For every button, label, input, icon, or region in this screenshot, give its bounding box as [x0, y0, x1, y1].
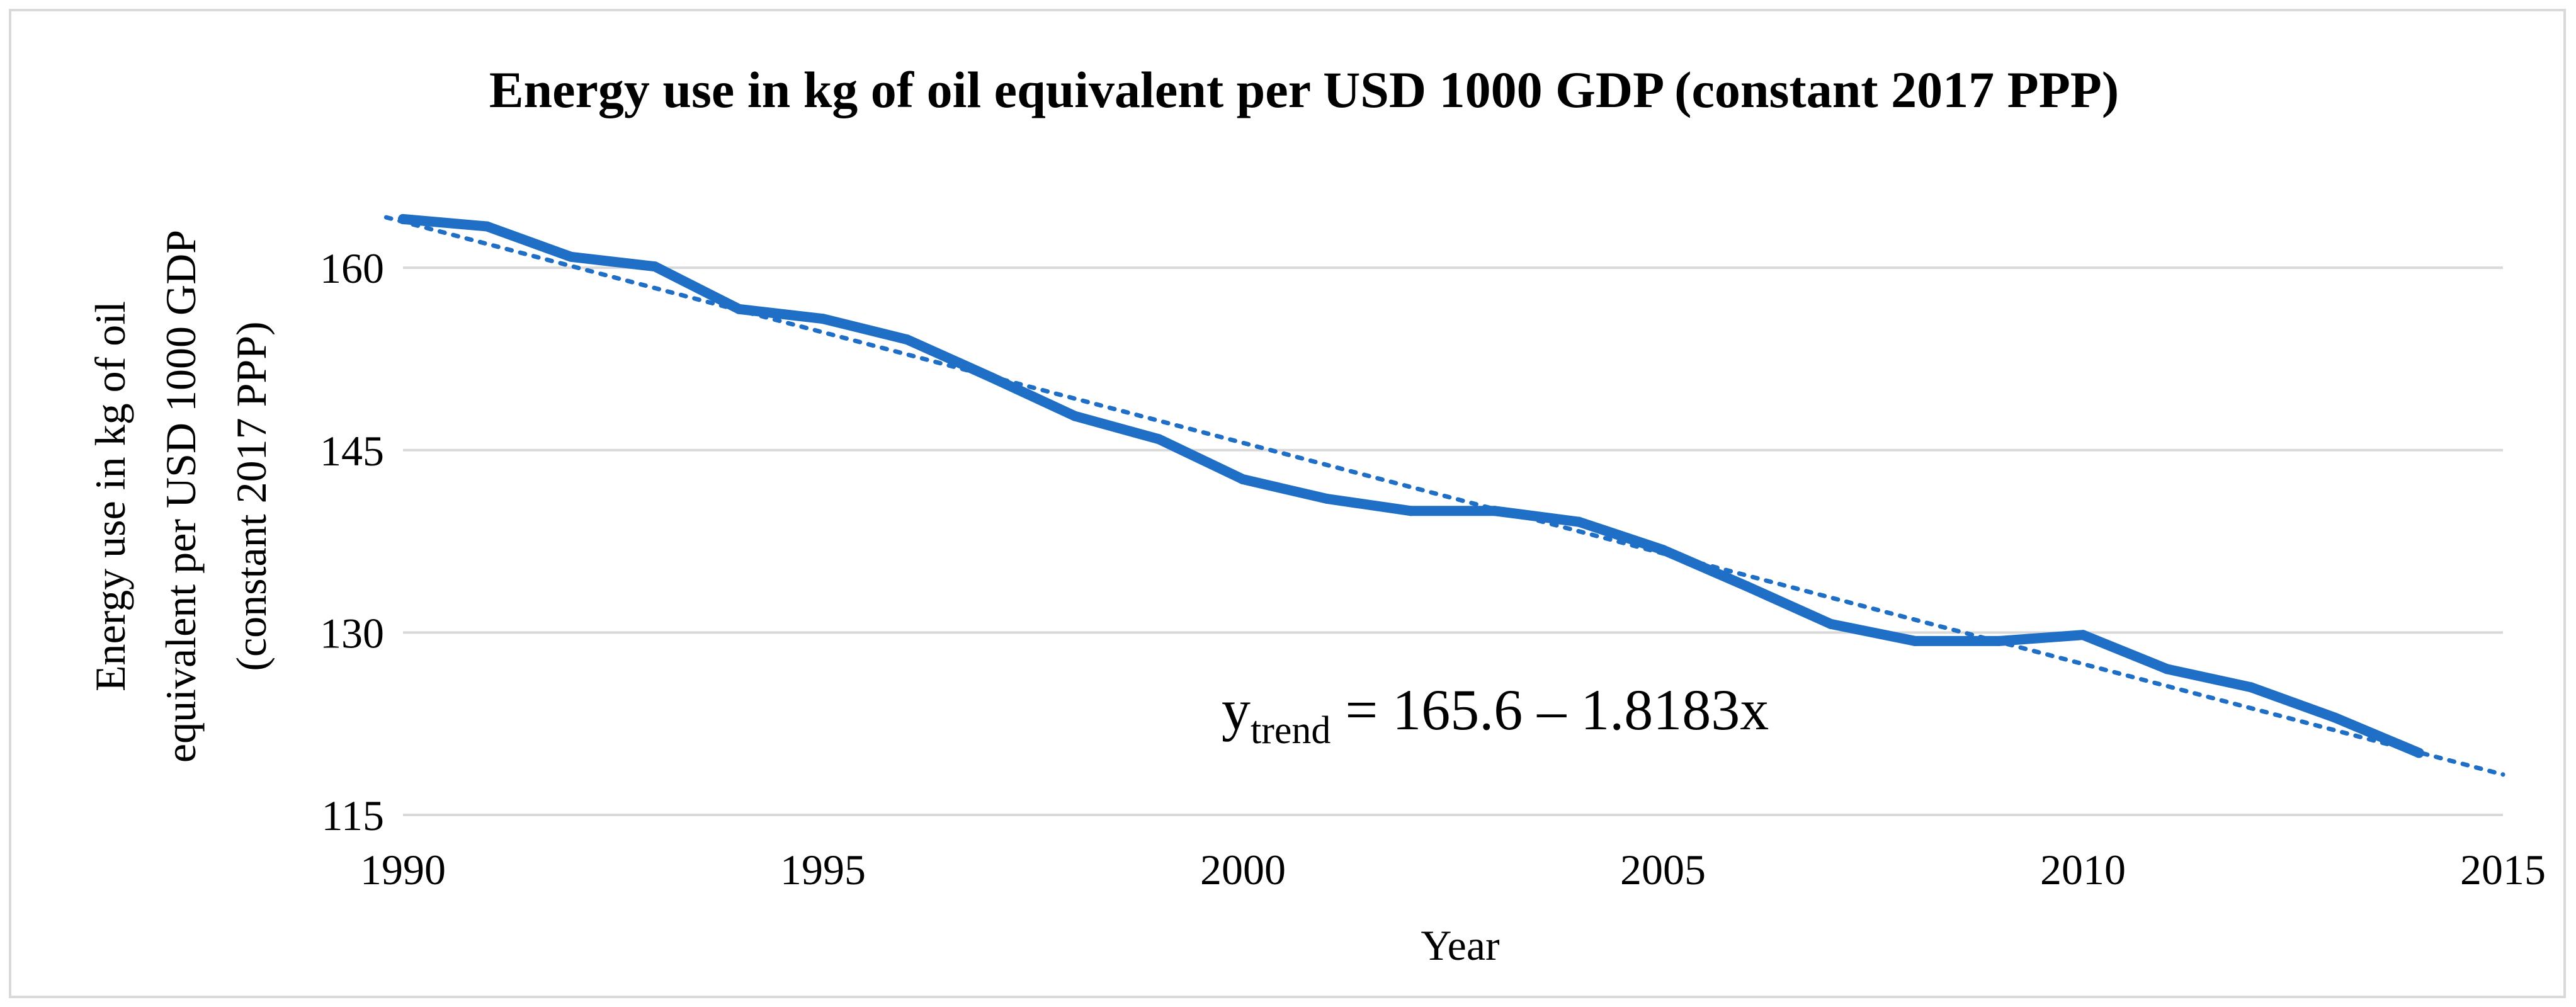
data-point: [734, 304, 744, 314]
x-tick-label: 1990: [360, 846, 446, 894]
data-point: [1742, 581, 1752, 592]
trend-equation-subscript: trend: [1251, 709, 1331, 752]
y-tick-label: 130: [320, 609, 384, 657]
data-point: [1910, 635, 1921, 646]
chart-frame: Energy use in kg of oil equivalent per U…: [9, 9, 2566, 998]
data-point: [2078, 630, 2088, 640]
data-point: [902, 334, 912, 345]
data-point: [1658, 545, 1668, 555]
data-point: [2245, 682, 2256, 693]
y-tick-labels: 115 130 145 160: [320, 244, 384, 839]
chart-title: Energy use in kg of oil equivalent per U…: [489, 61, 2119, 118]
y-tick-label: 160: [320, 244, 384, 292]
data-point: [1994, 635, 2004, 646]
data-point: [2414, 748, 2424, 758]
data-point: [1154, 434, 1164, 445]
x-tick-label: 1995: [780, 846, 866, 894]
y-tick-label: 115: [322, 792, 384, 839]
data-points: [398, 213, 2424, 758]
chart: Energy use in kg of oil equivalent per U…: [86, 61, 2546, 969]
y-axis-label-line-3: (constant 2017 PPP): [227, 321, 275, 671]
x-tick-label: 2010: [2040, 846, 2126, 894]
data-point: [398, 213, 408, 224]
data-point: [1574, 516, 1584, 527]
x-tick-label: 2000: [1200, 846, 1286, 894]
x-tick-labels: 1990 1995 2000 2005 2010 2015: [360, 846, 2546, 894]
data-point: [1825, 618, 1836, 629]
trend-equation-prefix: y: [1222, 678, 1251, 742]
y-axis-label-line-1: Energy use in kg of oil: [86, 301, 134, 691]
data-point: [818, 314, 828, 324]
y-axis-label: Energy use in kg of oil equivalent per U…: [86, 230, 275, 763]
data-point: [2330, 712, 2341, 723]
trend-equation-rhs: = 165.6 – 1.8183x: [1331, 678, 1769, 742]
y-tick-label: 145: [320, 427, 384, 475]
data-point: [482, 221, 492, 232]
x-tick-label: 2015: [2460, 846, 2546, 894]
data-point: [1070, 411, 1081, 421]
data-point: [985, 372, 996, 382]
data-point: [1490, 506, 1501, 516]
trend-equation: ytrend = 165.6 – 1.8183x: [1222, 678, 1769, 752]
data-point: [1322, 494, 1332, 504]
data-point: [565, 251, 576, 262]
y-axis-label-line-2: equivalent per USD 1000 GDP: [157, 230, 205, 763]
data-point: [650, 261, 661, 272]
gridlines: [403, 266, 2503, 816]
x-tick-label: 2005: [1620, 846, 1706, 894]
data-point: [1238, 474, 1248, 485]
x-axis-label: Year: [1421, 921, 1500, 969]
data-point: [2162, 664, 2172, 674]
data-point: [1405, 506, 1416, 516]
